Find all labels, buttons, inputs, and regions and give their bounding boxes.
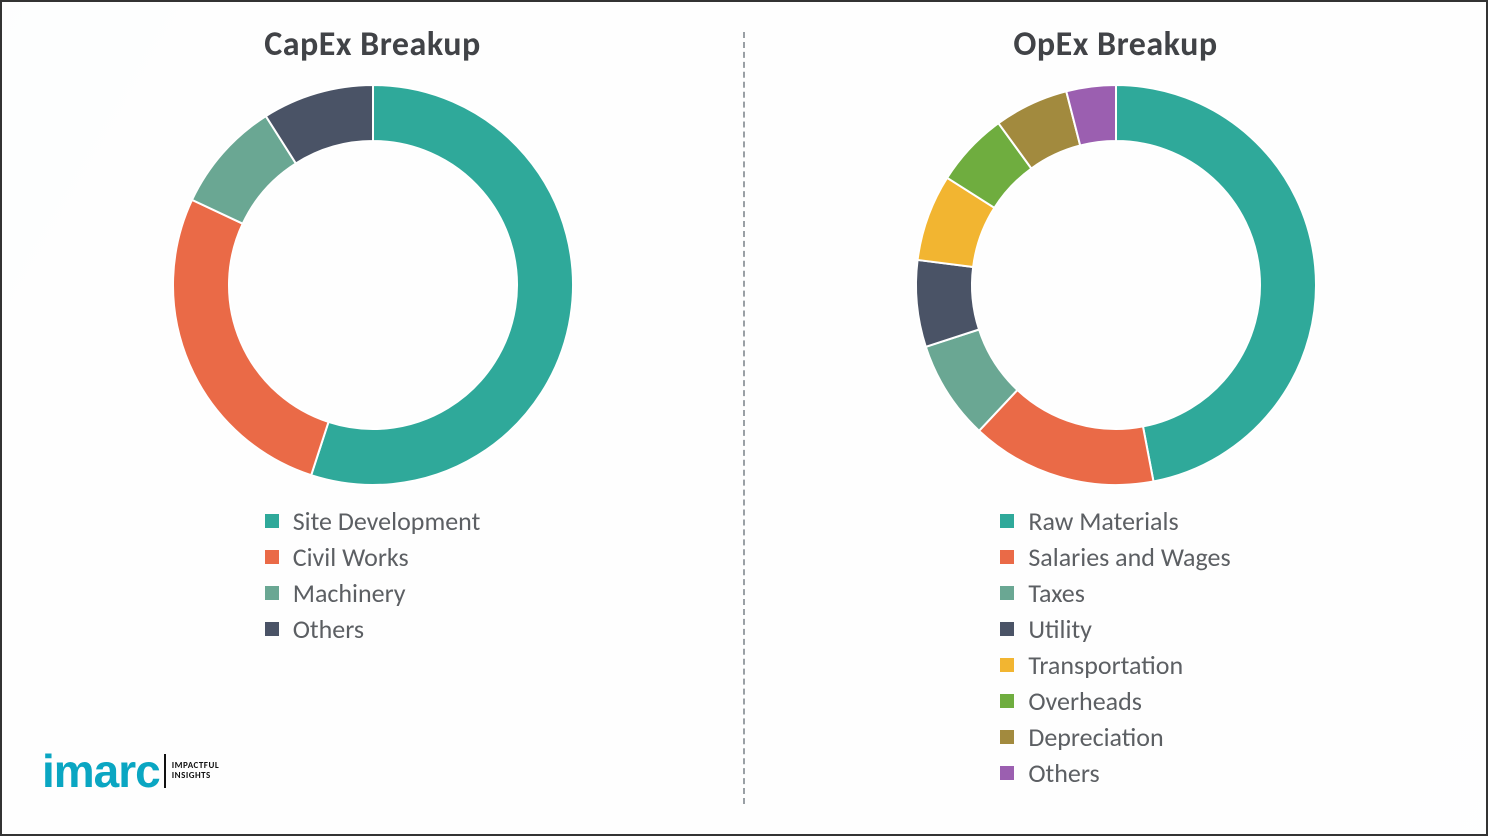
legend-label: Transportation: [1028, 649, 1183, 681]
legend-swatch: [265, 622, 279, 636]
legend-label: Others: [1028, 757, 1099, 789]
legend-item: Civil Works: [265, 541, 481, 573]
logo-tagline: IMPACTFUL INSIGHTS: [172, 761, 219, 781]
legend-label: Utility: [1028, 613, 1092, 645]
legend-swatch: [1000, 550, 1014, 564]
legend-item: Raw Materials: [1000, 505, 1230, 537]
donut-slice: [173, 200, 329, 475]
legend-label: Others: [293, 613, 364, 645]
logo-text: imarc: [42, 744, 160, 798]
logo-tagline-line2: INSIGHTS: [172, 770, 211, 781]
legend-item: Utility: [1000, 613, 1230, 645]
legend-item: Overheads: [1000, 685, 1230, 717]
legend-label: Site Development: [293, 505, 481, 537]
legend-swatch: [265, 550, 279, 564]
legend-label: Raw Materials: [1028, 505, 1178, 537]
legend-item: Others: [1000, 757, 1230, 789]
capex-donut: [163, 75, 583, 495]
capex-donut-container: [163, 75, 583, 495]
legend-label: Taxes: [1028, 577, 1085, 609]
legend-label: Salaries and Wages: [1028, 541, 1230, 573]
opex-panel: OpEx Breakup Raw Materials Salaries and W…: [745, 2, 1486, 834]
legend-label: Depreciation: [1028, 721, 1163, 753]
donut-slice: [311, 85, 573, 485]
legend-swatch: [1000, 658, 1014, 672]
donut-slice: [1116, 85, 1316, 481]
capex-legend: Site Development Civil Works Machinery Othe…: [265, 501, 481, 649]
legend-swatch: [1000, 694, 1014, 708]
panels: CapEx Breakup Site Development Civil Work…: [2, 2, 1486, 834]
legend-item: Depreciation: [1000, 721, 1230, 753]
legend-swatch: [265, 586, 279, 600]
legend-item: Machinery: [265, 577, 481, 609]
legend-item: Others: [265, 613, 481, 645]
legend-swatch: [1000, 586, 1014, 600]
legend-swatch: [265, 514, 279, 528]
legend-swatch: [1000, 730, 1014, 744]
legend-item: Site Development: [265, 505, 481, 537]
legend-item: Salaries and Wages: [1000, 541, 1230, 573]
legend-swatch: [1000, 622, 1014, 636]
legend-item: Transportation: [1000, 649, 1230, 681]
opex-donut-container: [906, 75, 1326, 495]
brand-logo: imarc IMPACTFUL INSIGHTS: [42, 744, 219, 798]
report-frame: CapEx Breakup Site Development Civil Work…: [0, 0, 1488, 836]
legend-label: Civil Works: [293, 541, 409, 573]
legend-label: Machinery: [293, 577, 406, 609]
legend-item: Taxes: [1000, 577, 1230, 609]
capex-panel: CapEx Breakup Site Development Civil Work…: [2, 2, 743, 834]
legend-swatch: [1000, 514, 1014, 528]
legend-label: Overheads: [1028, 685, 1142, 717]
opex-title: OpEx Breakup: [1013, 24, 1217, 65]
logo-separator: [164, 754, 166, 788]
opex-legend: Raw Materials Salaries and Wages Taxes Util…: [1000, 501, 1230, 793]
capex-title: CapEx Breakup: [264, 24, 480, 65]
legend-swatch: [1000, 766, 1014, 780]
opex-donut: [906, 75, 1326, 495]
